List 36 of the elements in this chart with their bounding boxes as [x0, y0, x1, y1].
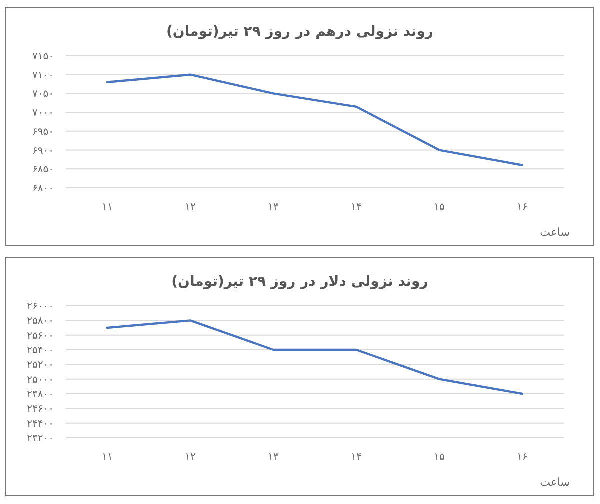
y-tick-label: ۲۵۸۰۰: [27, 316, 54, 328]
y-tick-label: ۲۶۰۰۰: [27, 302, 54, 312]
y-tick-label: ۷۱۵۰: [32, 52, 54, 62]
x-tick-label: ۱۳: [268, 452, 280, 463]
x-tick-label: ۱۴: [351, 202, 362, 213]
y-tick-label: ۲۵۴۰۰: [27, 346, 54, 356]
x-tick-label: ۱۶: [517, 202, 528, 213]
x-tick-label: ۱۲: [185, 452, 196, 463]
line-series: [106, 74, 524, 166]
chart-title: روند نزولی درهم در روز ۲۹ تیر(تومان): [166, 24, 434, 40]
x-tick-label: ۱۱: [102, 452, 113, 463]
x-tick-label: ۱۵: [434, 202, 445, 213]
y-tick-label: ۲۴۲۰۰: [27, 434, 54, 444]
y-tick-label: ۶۸۰۰: [32, 184, 54, 194]
x-tick-label: ۱۶: [517, 452, 528, 463]
x-tick-label: ۱۵: [434, 452, 445, 463]
y-tick-label: ۶۹۵۰: [32, 126, 54, 138]
y-tick-label: ۷۱۰۰: [32, 70, 54, 82]
y-tick-label: ۲۴۸۰۰: [27, 390, 54, 400]
x-tick-label: ۱۳: [268, 202, 280, 213]
y-tick-label: ۶۸۵۰: [32, 164, 54, 176]
x-tick-label: ۱۴: [351, 452, 362, 463]
y-tick-label: ۷۰۵۰: [32, 89, 54, 100]
y-tick-label: ۲۵۶۰۰: [27, 330, 54, 342]
y-tick-label: ۲۴۴۰۰: [27, 418, 54, 430]
y-tick-label: ۶۹۰۰: [32, 146, 54, 157]
x-axis-title: ساعت: [540, 226, 570, 239]
x-tick-label: ۱۱: [102, 202, 113, 213]
y-tick-label: ۲۵۰۰۰: [27, 374, 54, 386]
x-axis-title: ساعت: [540, 476, 570, 489]
chart-title: روند نزولی دلار در روز ۲۹ تیر(تومان): [172, 274, 428, 290]
y-tick-label: ۲۵۲۰۰: [27, 360, 54, 372]
y-tick-label: ۲۴۶۰۰: [27, 404, 54, 416]
y-tick-label: ۷۰۰۰: [32, 108, 54, 120]
x-tick-label: ۱۲: [185, 202, 196, 213]
line-series: [106, 320, 524, 396]
